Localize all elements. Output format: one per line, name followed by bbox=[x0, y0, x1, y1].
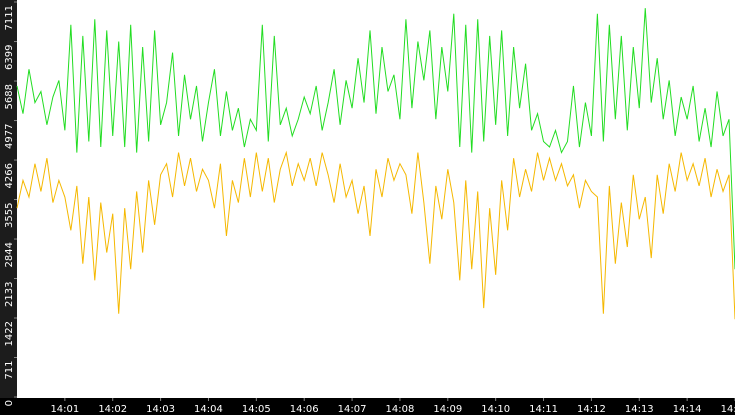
x-tick-label: 14:10 bbox=[481, 404, 510, 415]
x-tick-label: 14:02 bbox=[98, 404, 127, 415]
x-tick-label: 14:13 bbox=[625, 404, 654, 415]
y-tick-label: 1422 bbox=[4, 321, 15, 346]
x-tick-label: 14:01 bbox=[50, 404, 79, 415]
x-tick-label: 14:14 bbox=[673, 404, 702, 415]
line-series bbox=[16, 150, 735, 320]
x-tick-label: 14:08 bbox=[386, 404, 415, 415]
y-tick-label: 711 bbox=[4, 361, 15, 380]
y-tick-label: 3555 bbox=[4, 203, 15, 228]
x-tick-label: 14:09 bbox=[433, 404, 462, 415]
y-tick-label: 7111 bbox=[4, 5, 15, 30]
y-tick-label: 6399 bbox=[4, 45, 15, 70]
x-tick-label: 14:15 bbox=[721, 404, 735, 415]
x-tick-label: 14:11 bbox=[529, 404, 558, 415]
y-tick-label: 4977 bbox=[4, 124, 15, 149]
x-tick-label: 14:04 bbox=[194, 404, 223, 415]
x-tick-label: 14:07 bbox=[338, 404, 367, 415]
y-tick-label: 2844 bbox=[4, 242, 15, 267]
y-tick-label: 2133 bbox=[4, 282, 15, 307]
y-tick-label: 4266 bbox=[4, 163, 15, 188]
x-tick-label: 14:05 bbox=[242, 404, 271, 415]
x-tick-label: 14:03 bbox=[146, 404, 175, 415]
y-tick-label: 0 bbox=[4, 400, 15, 406]
y-tick-label: 5688 bbox=[4, 84, 15, 109]
x-axis-band bbox=[0, 398, 735, 415]
x-tick-label: 14:12 bbox=[577, 404, 606, 415]
x-tick-label: 14:06 bbox=[290, 404, 319, 415]
line-series bbox=[16, 8, 735, 270]
y-axis-band bbox=[0, 0, 17, 415]
